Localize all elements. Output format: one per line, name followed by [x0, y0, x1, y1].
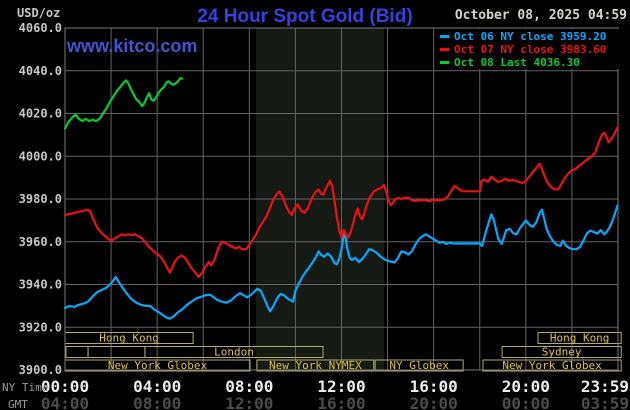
- x-tick-gmt-label: 16:00: [317, 394, 365, 410]
- session-box: [482, 359, 622, 372]
- y-tick-label: 4040.0: [19, 64, 62, 78]
- x-tick-gmt-label: 08:00: [133, 394, 181, 410]
- session-box: [65, 346, 89, 358]
- x-tick-gmt-label: 03:59: [581, 394, 629, 410]
- legend-dash-icon: [440, 48, 449, 51]
- x-tick-gmt-label: 00:00: [502, 394, 550, 410]
- x-tick-ny-label: 16:00: [410, 377, 458, 396]
- session-label: Sydney: [542, 346, 582, 359]
- kitco-watermark-link[interactable]: www.kitco.com: [67, 36, 198, 56]
- legend-item: Oct 08 Last 4036.30: [440, 56, 626, 69]
- legend-item: Oct 07 NY close 3983.60: [440, 43, 626, 56]
- legend-label: Oct 07 NY close 3983.60: [454, 43, 607, 56]
- y-tick-label: 3940.0: [19, 278, 62, 292]
- ny-time-caption: NY Time: [2, 381, 48, 394]
- session-box: [501, 346, 622, 358]
- legend-label: Oct 06 NY close 3959.20: [454, 30, 607, 43]
- session-box: [256, 359, 375, 372]
- y-tick-label: 3960.0: [19, 235, 62, 249]
- legend-dash-icon: [440, 61, 449, 64]
- session-label: NY Globex: [389, 359, 449, 372]
- gmt-caption: GMT: [8, 398, 28, 410]
- y-tick-label: 4060.0: [19, 21, 62, 35]
- session-label: London: [214, 346, 254, 359]
- session-box: [144, 346, 324, 358]
- legend-label: Oct 08 Last 4036.30: [454, 56, 580, 69]
- y-tick-label: 4000.0: [19, 149, 62, 163]
- session-label: New York Globex: [502, 359, 602, 372]
- session-box: [87, 346, 146, 358]
- x-tick-ny-label: 12:00: [317, 377, 365, 396]
- session-label: Hong Kong: [99, 332, 159, 345]
- price-line-oct-06: [63, 204, 619, 320]
- y-tick-label: 3920.0: [19, 320, 62, 334]
- y-tick-label: 3980.0: [19, 192, 62, 206]
- x-tick-gmt-label: 04:00: [41, 394, 89, 410]
- session-label: New York NYMEX: [269, 359, 362, 372]
- price-line-oct-08: [63, 77, 184, 130]
- x-tick-ny-label: 04:00: [133, 377, 181, 396]
- legend-dash-icon: [440, 35, 449, 38]
- x-tick-ny-label: 20:00: [502, 377, 550, 396]
- x-tick-gmt-label: 20:00: [410, 394, 458, 410]
- chart-legend: Oct 06 NY close 3959.20 Oct 07 NY close 3…: [437, 29, 626, 69]
- x-tick-ny-label: 23:59: [581, 377, 629, 396]
- x-tick-gmt-label: 12:00: [225, 394, 273, 410]
- y-tick-label: 4020.0: [19, 107, 62, 121]
- session-label: Hong Kong: [550, 332, 610, 345]
- y-axis-unit-label: USD/oz: [17, 6, 61, 20]
- page-title: 24 Hour Spot Gold (Bid): [197, 6, 413, 27]
- x-tick-ny-label: 00:00: [41, 377, 89, 396]
- x-tick-ny-label: 08:00: [225, 377, 273, 396]
- session-label: New York Globex: [108, 359, 208, 372]
- session-box: [537, 332, 622, 344]
- chart-datetime: October 08, 2025 04:59: [454, 8, 627, 23]
- plot-border: [64, 27, 619, 371]
- price-line-oct-07: [63, 126, 619, 279]
- y-tick-label: 3900.0: [19, 363, 62, 377]
- legend-item: Oct 06 NY close 3959.20: [440, 30, 626, 43]
- session-box: [374, 359, 464, 372]
